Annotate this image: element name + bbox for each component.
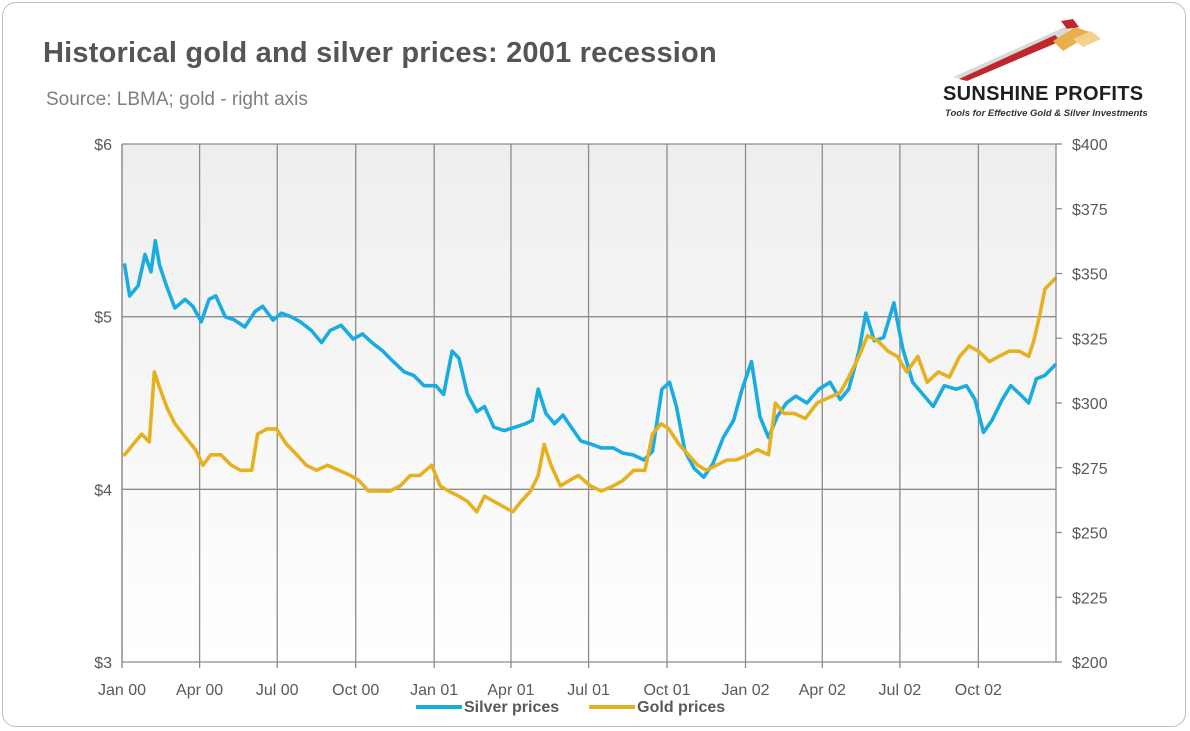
x-tick-label: Jul 00 [256, 682, 299, 699]
y-right-tick-label: $350 [1072, 267, 1108, 284]
x-tick-label: Jul 02 [879, 682, 922, 699]
x-tick-label: Jul 01 [567, 682, 610, 699]
y-left-tick-label: $4 [94, 482, 112, 499]
rising-arrow-logo-icon [953, 19, 1101, 81]
y-right-tick-label: $375 [1072, 202, 1108, 219]
x-tick-label: Oct 00 [332, 682, 379, 699]
x-tick-label: Apr 00 [176, 682, 223, 699]
x-tick-label: Apr 01 [487, 682, 534, 699]
y-right-tick-label: $225 [1072, 590, 1108, 607]
y-left-tick-label: $5 [94, 310, 112, 327]
x-tick-label: Oct 01 [643, 682, 690, 699]
silver-prices-line [122, 238, 1057, 480]
legend-label-silver-prices: Silver prices [464, 699, 559, 716]
y-right-tick-label: $200 [1072, 655, 1108, 672]
y-right-tick-label: $300 [1072, 396, 1108, 413]
y-left-tick-label: $6 [94, 137, 112, 154]
sunshine-profits-logo: SUNSHINE PROFITS Tools for Effective Gol… [933, 19, 1173, 123]
x-tick-label: Oct 02 [955, 682, 1002, 699]
logo-tagline: Tools for Effective Gold & Silver Invest… [945, 108, 1148, 119]
x-tick-label: Jan 00 [98, 682, 146, 699]
y-right-tick-label: $400 [1072, 137, 1108, 154]
y-right-tick-label: $250 [1072, 526, 1108, 543]
legend-label-gold-prices: Gold prices [637, 699, 725, 716]
chart-subtitle: Source: LBMA; gold - right axis [46, 89, 308, 110]
y-right-tick-label: $275 [1072, 461, 1108, 478]
x-tick-label: Jan 01 [410, 682, 458, 699]
x-tick-label: Apr 02 [799, 682, 846, 699]
logo-name: SUNSHINE PROFITS [943, 83, 1144, 105]
x-tick-label: Jan 02 [721, 682, 769, 699]
chart-title: Historical gold and silver prices: 2001 … [43, 37, 717, 69]
y-right-tick-label: $325 [1072, 331, 1108, 348]
y-left-tick-label: $3 [94, 655, 112, 672]
gold-prices-line [122, 276, 1057, 514]
